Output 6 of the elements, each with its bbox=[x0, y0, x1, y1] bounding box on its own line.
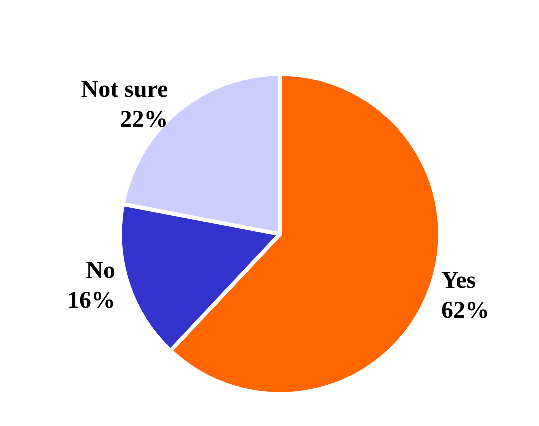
slice-label: Yes bbox=[441, 268, 476, 294]
slice-label: No bbox=[86, 258, 116, 284]
data-label: 22% bbox=[120, 106, 168, 133]
data-label: 16% bbox=[68, 288, 116, 314]
slice-label: Not sure bbox=[81, 76, 169, 103]
data-label: 62% bbox=[441, 298, 490, 324]
